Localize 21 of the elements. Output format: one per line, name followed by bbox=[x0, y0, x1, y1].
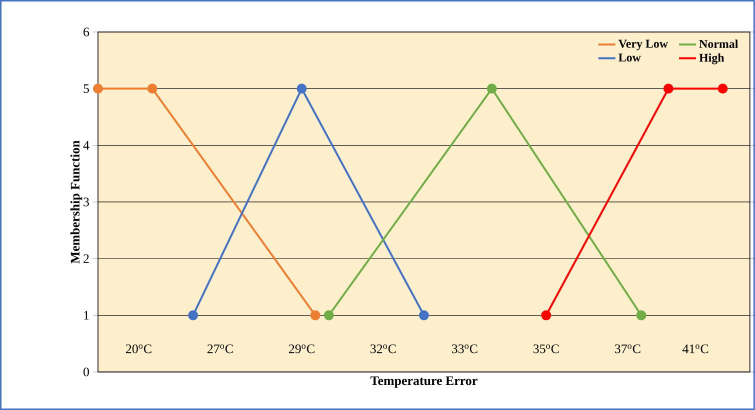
x-tick-label: 29$^{o}$C bbox=[288, 344, 314, 354]
x-tick-label: 33$^{o}$C bbox=[452, 344, 478, 354]
y-axis-title: Membership Function bbox=[70, 140, 82, 264]
x-tick-label: 41$^{o}$C bbox=[682, 344, 708, 354]
legend-label: Normal bbox=[699, 40, 738, 48]
x-tick-label: 37$^{o}$C bbox=[614, 344, 640, 354]
x-tick-label: 35$^{o}$C bbox=[533, 344, 559, 354]
x-tick-label: 32$^{o}$C bbox=[370, 344, 396, 354]
x-axis-title: Temperature Error bbox=[370, 376, 478, 388]
x-tick-label: 27$^{o}$C bbox=[207, 344, 233, 354]
legend-label: Very Low bbox=[618, 40, 668, 50]
x-tick-label: 20$^{o}$C bbox=[126, 344, 152, 354]
legend-label: Low bbox=[618, 54, 641, 62]
y-tick-label: 4 bbox=[83, 141, 90, 150]
y-tick-label: 3 bbox=[84, 198, 89, 206]
y-tick-label: 1 bbox=[84, 311, 89, 320]
y-tick-label: 2 bbox=[84, 254, 89, 263]
y-tick-label: 5 bbox=[84, 84, 89, 93]
legend-label: High bbox=[699, 53, 724, 64]
y-tick-label: 6 bbox=[84, 28, 90, 36]
y-tick-label: 0 bbox=[84, 368, 89, 376]
